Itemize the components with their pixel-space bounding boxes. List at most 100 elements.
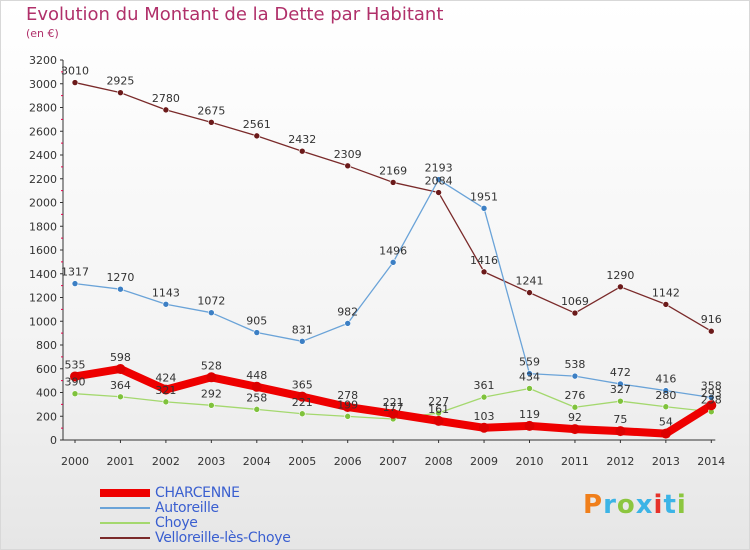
proxiti-logo: Proxiti	[583, 490, 687, 520]
x-tick-label: 2012	[606, 455, 634, 468]
y-tick-label: 1000	[29, 315, 57, 328]
data-label: 528	[201, 359, 222, 372]
logo-letter: o	[616, 490, 636, 520]
data-point	[615, 426, 626, 437]
data-point	[208, 402, 215, 409]
x-tick-label: 2003	[197, 455, 225, 468]
data-point	[571, 403, 579, 411]
data-point	[524, 420, 535, 431]
y-tick-label: 2800	[29, 102, 57, 115]
data-point	[662, 403, 670, 411]
data-point	[71, 390, 79, 397]
data-point	[707, 327, 715, 335]
x-tick-label: 2000	[61, 455, 89, 468]
data-label: 3010	[61, 65, 89, 78]
x-tick-label: 2011	[561, 455, 589, 468]
data-label: 365	[292, 379, 313, 392]
data-point	[433, 415, 444, 426]
chart-subtitle: (en €)	[26, 27, 59, 40]
data-point	[253, 406, 261, 413]
logo-letter: t	[663, 490, 677, 520]
data-label: 1143	[152, 286, 180, 299]
y-tick-label: 200	[36, 410, 57, 423]
y-tick-label: 1200	[29, 292, 57, 305]
data-label: 321	[155, 384, 176, 397]
data-point	[706, 400, 717, 411]
data-point	[435, 189, 442, 196]
data-point	[71, 79, 79, 86]
data-label: 2084	[425, 175, 453, 188]
chart-title: Evolution du Montant de la Dette par Hab…	[26, 4, 444, 25]
y-tick-label: 1400	[29, 268, 57, 281]
y-tick-label: 2000	[29, 197, 57, 210]
data-label: 2780	[152, 92, 180, 105]
legend-swatch	[100, 507, 150, 509]
data-point	[253, 329, 261, 336]
x-tick-label: 2009	[470, 455, 498, 468]
x-tick-label: 2013	[652, 455, 680, 468]
data-label: 448	[246, 369, 267, 382]
data-label: 1241	[516, 275, 544, 288]
legend-label: Choye	[155, 515, 198, 531]
data-point	[117, 285, 124, 293]
logo-letter: i	[653, 490, 664, 520]
x-tick-label: 2007	[379, 455, 407, 468]
data-point	[253, 132, 261, 140]
data-point	[571, 372, 579, 380]
x-tick-label: 2014	[697, 455, 725, 468]
y-tick-label: 2200	[29, 173, 57, 186]
data-label: 916	[701, 313, 722, 326]
data-point	[298, 410, 306, 418]
data-point	[344, 413, 352, 420]
data-label: 227	[428, 395, 449, 408]
y-tick-label: 400	[36, 387, 57, 400]
data-label: 559	[519, 356, 540, 369]
data-point	[117, 393, 124, 401]
data-label: 221	[383, 396, 404, 409]
data-label: 2309	[334, 148, 362, 161]
data-label: 1069	[561, 295, 589, 308]
legend-label: Autoreille	[155, 500, 219, 516]
data-label: 535	[65, 358, 86, 371]
x-tick-label: 2005	[288, 455, 316, 468]
data-point	[480, 393, 488, 401]
data-label: 103	[474, 410, 495, 423]
data-point	[70, 371, 80, 382]
legend-swatch	[100, 537, 150, 539]
data-label: 199	[337, 398, 358, 411]
data-label: 1496	[379, 244, 407, 257]
data-label: 161	[428, 403, 449, 416]
data-label: 905	[246, 315, 267, 328]
data-label: 92	[568, 411, 582, 424]
y-tick-label: 3000	[29, 78, 57, 91]
data-label: 119	[519, 408, 540, 421]
data-point	[617, 380, 624, 388]
data-point	[480, 205, 488, 212]
logo-letter: r	[603, 490, 617, 520]
data-label: 54	[659, 416, 673, 429]
data-label: 390	[65, 376, 86, 389]
y-tick-label: 3200	[29, 54, 57, 67]
data-label: 2925	[106, 75, 134, 88]
y-tick-label: 1800	[29, 220, 57, 233]
data-point	[389, 259, 397, 266]
data-label: 364	[110, 379, 131, 392]
data-label: 278	[337, 389, 358, 402]
data-point	[298, 338, 306, 345]
x-tick-label: 2010	[516, 455, 544, 468]
x-tick-label: 2001	[106, 455, 134, 468]
data-label: 598	[110, 351, 131, 364]
data-label: 1290	[606, 269, 634, 282]
data-label: 221	[292, 396, 313, 409]
legend-label: CHARCENNE	[155, 485, 240, 501]
data-point	[569, 424, 580, 435]
data-point	[208, 119, 215, 126]
data-label: 831	[292, 323, 313, 336]
y-tick-label: 1600	[29, 244, 57, 257]
data-label: 982	[337, 305, 358, 318]
data-point	[297, 391, 308, 402]
data-label: 293	[701, 387, 722, 400]
data-point	[660, 428, 671, 439]
data-label: 2561	[243, 118, 271, 131]
